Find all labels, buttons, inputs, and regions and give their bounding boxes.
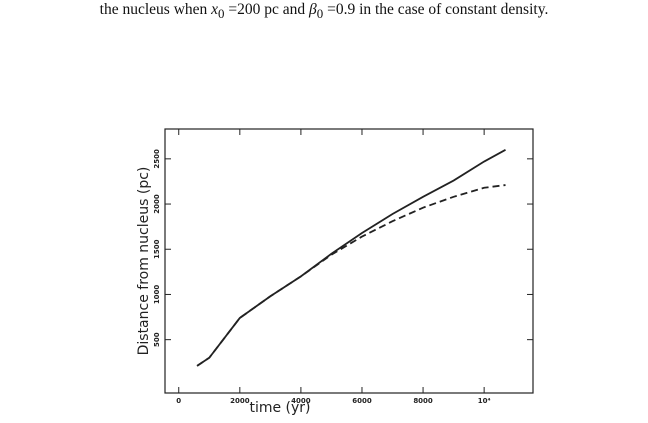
y-tick-label: 2000 [153,194,161,214]
x-tick-label: 2000 [230,397,250,405]
x-axis-label: time (yr) [249,400,310,416]
x-tick-label: 8000 [413,397,433,405]
plot-frame [164,128,534,394]
y-tick-label: 1500 [153,239,161,259]
x-tick-label: 6000 [352,397,372,405]
x-tick-label: 0 [176,397,181,405]
caption-text: =200 pc and [224,1,310,18]
x-tick-label: 4000 [291,397,311,405]
caption: the nucleus when x0 =200 pc and β0 =0.9 … [0,0,648,24]
caption-sub: 0 [316,6,324,22]
line-series [196,149,506,367]
caption-math: β [309,1,317,18]
y-tick-label: 500 [153,332,161,347]
caption-text: =0.9 in the case of constant density. [323,1,549,18]
caption-sub: 0 [218,6,225,22]
x-tick-label: 10⁴ [478,397,491,405]
y-axis-label: Distance from nucleus (pc) [136,167,152,356]
y-tick-label: 1000 [153,285,161,305]
line-series [196,184,506,367]
caption-text: the nucleus when [99,1,212,18]
y-tick-label: 2500 [153,149,161,169]
caption-math: x [211,1,219,18]
